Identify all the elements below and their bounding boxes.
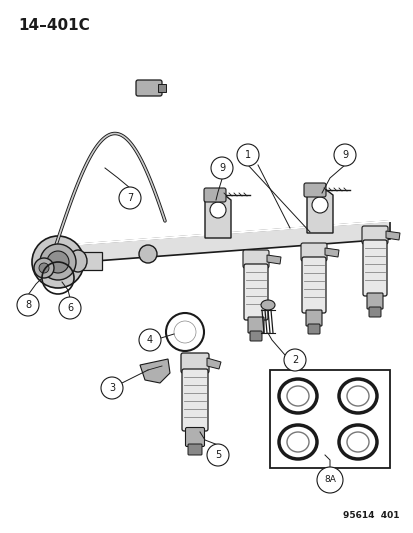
FancyBboxPatch shape [204,188,225,202]
Text: 14–401C: 14–401C [18,18,90,33]
Bar [269,370,389,468]
Ellipse shape [338,425,376,459]
Text: 4: 4 [147,335,153,345]
Ellipse shape [139,245,157,263]
Ellipse shape [173,321,195,343]
Circle shape [311,197,327,213]
Polygon shape [206,358,221,369]
Text: 95614  401: 95614 401 [343,511,399,520]
Text: 8A: 8A [323,475,335,484]
Circle shape [333,144,355,166]
FancyBboxPatch shape [368,307,380,317]
Circle shape [236,144,259,166]
FancyBboxPatch shape [247,317,263,333]
Ellipse shape [286,386,308,406]
FancyBboxPatch shape [249,331,261,341]
FancyBboxPatch shape [188,444,202,455]
Ellipse shape [260,300,274,310]
Circle shape [59,297,81,319]
FancyBboxPatch shape [303,183,325,197]
Polygon shape [204,190,230,238]
Circle shape [17,294,39,316]
FancyBboxPatch shape [180,353,209,373]
Polygon shape [266,255,280,264]
Ellipse shape [166,313,204,351]
Polygon shape [324,248,338,257]
FancyBboxPatch shape [301,257,325,313]
Ellipse shape [346,432,368,452]
FancyBboxPatch shape [307,324,319,334]
FancyBboxPatch shape [305,310,321,326]
FancyBboxPatch shape [300,243,326,261]
Ellipse shape [40,244,76,280]
Bar [158,84,166,92]
Ellipse shape [69,250,87,272]
Circle shape [211,157,233,179]
Ellipse shape [338,379,376,413]
Circle shape [34,258,54,278]
Bar [72,252,102,270]
FancyBboxPatch shape [361,226,387,244]
Text: 3: 3 [109,383,115,393]
Ellipse shape [32,236,84,288]
Circle shape [206,444,228,466]
FancyBboxPatch shape [242,250,268,268]
Circle shape [119,187,141,209]
Polygon shape [385,231,399,240]
Polygon shape [306,185,332,233]
Text: 8: 8 [25,300,31,310]
FancyBboxPatch shape [366,293,382,309]
Polygon shape [140,359,170,383]
Circle shape [209,202,225,218]
FancyBboxPatch shape [182,369,207,431]
Text: 9: 9 [218,163,225,173]
FancyBboxPatch shape [243,264,267,320]
FancyBboxPatch shape [185,427,204,447]
Text: 6: 6 [67,303,73,313]
Ellipse shape [278,379,316,413]
Circle shape [283,349,305,371]
Text: 5: 5 [214,450,221,460]
Polygon shape [55,221,389,264]
Circle shape [101,377,123,399]
Circle shape [316,467,342,493]
Ellipse shape [346,386,368,406]
FancyBboxPatch shape [362,240,386,296]
Circle shape [39,263,49,273]
Circle shape [139,329,161,351]
Ellipse shape [278,425,316,459]
Text: 2: 2 [291,355,297,365]
Ellipse shape [286,432,308,452]
FancyBboxPatch shape [136,80,161,96]
Ellipse shape [47,251,69,273]
Text: 9: 9 [341,150,347,160]
Text: 1: 1 [244,150,250,160]
Text: 7: 7 [126,193,133,203]
